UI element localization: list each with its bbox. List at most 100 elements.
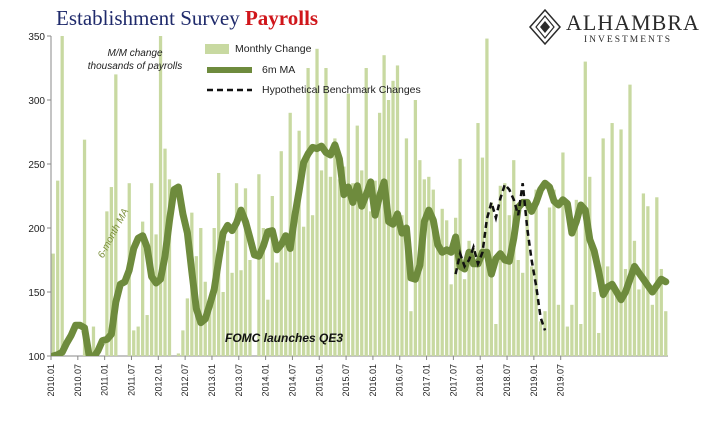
- bar-monthly-change: [266, 299, 270, 356]
- x-tick-label: 2012.07: [180, 364, 190, 397]
- bar-monthly-change: [239, 270, 243, 356]
- bar-monthly-change: [132, 330, 136, 356]
- bar-monthly-change: [351, 183, 355, 356]
- bar-monthly-change: [293, 210, 297, 356]
- bar-monthly-change: [234, 183, 239, 356]
- bar-monthly-change: [628, 84, 632, 356]
- bar-monthly-change: [659, 268, 663, 356]
- bar-monthly-change: [386, 100, 391, 356]
- bar-monthly-change: [445, 220, 449, 356]
- bar-monthly-change: [360, 170, 364, 356]
- bar-monthly-change: [346, 93, 350, 356]
- x-tick-label: 2016.07: [395, 364, 405, 397]
- bar-monthly-change: [248, 260, 252, 356]
- bar-monthly-change: [516, 260, 520, 356]
- bar-monthly-change: [284, 240, 288, 356]
- bar-monthly-change: [494, 324, 498, 356]
- bar-monthly-change: [614, 292, 619, 356]
- bar-monthly-change: [51, 253, 55, 356]
- x-tick-label: 2012.01: [153, 364, 163, 397]
- units-note: M/M change thousands of payrolls: [70, 47, 200, 73]
- x-tick-label: 2019.07: [556, 364, 566, 397]
- bar-monthly-change: [427, 176, 431, 356]
- tick-layer: 100 150 200 250 300 350 2010.01 2010.07 2011.01 2…: [28, 32, 565, 397]
- bar-monthly-change: [337, 179, 342, 356]
- bar-monthly-change: [610, 123, 614, 356]
- bar-monthly-change: [655, 197, 659, 356]
- bar-monthly-change: [279, 151, 283, 356]
- bar-monthly-change: [158, 36, 163, 356]
- title-part2: Payrolls: [244, 6, 319, 30]
- y-tick-label: 150: [28, 288, 45, 299]
- benchmark-layer: [454, 182, 547, 331]
- bar-monthly-change: [556, 304, 561, 356]
- bar-monthly-change: [521, 272, 525, 356]
- series-6m-ma-line: [51, 141, 670, 356]
- x-tick-label: 2018.07: [502, 364, 512, 397]
- bar-monthly-change: [377, 112, 382, 356]
- y-tick-label: 250: [28, 160, 45, 171]
- bar-monthly-change: [543, 311, 547, 356]
- x-tick-label: 2013.01: [207, 364, 217, 397]
- bar-monthly-change: [449, 284, 453, 356]
- bar-monthly-change: [328, 176, 333, 356]
- bar-monthly-change: [355, 125, 359, 356]
- legend-label-monthly: Monthly Change: [235, 43, 312, 55]
- bar-monthly-change: [538, 321, 543, 356]
- bar-monthly-change: [82, 139, 87, 356]
- logo-name: ALHAMBRA: [566, 10, 700, 35]
- bar-monthly-change: [199, 228, 203, 356]
- bar-monthly-change: [324, 68, 328, 356]
- bar-monthly-change: [257, 174, 261, 356]
- bar-monthly-change: [342, 166, 346, 356]
- bar-monthly-change: [565, 326, 570, 356]
- bar-monthly-change: [422, 179, 426, 356]
- legend-label-benchmark: Hypothetical Benchmark Changes: [262, 84, 421, 96]
- bar-monthly-change: [503, 183, 507, 356]
- bar-monthly-change: [176, 353, 181, 356]
- axis-layer: [50, 36, 668, 357]
- x-tick-label: 2017.07: [448, 364, 458, 397]
- bar-monthly-change: [56, 180, 60, 356]
- bar-monthly-change: [109, 187, 113, 356]
- bar-monthly-change: [185, 298, 189, 356]
- bar-monthly-change: [333, 138, 337, 356]
- x-tick-label: 2010.07: [73, 364, 83, 397]
- bar-monthly-change: [261, 228, 266, 356]
- bar-monthly-change: [552, 189, 556, 356]
- bar-monthly-change: [413, 100, 418, 356]
- bar-monthly-change: [91, 326, 96, 356]
- bar-monthly-change: [270, 196, 274, 356]
- x-tick-label: 2017.01: [422, 364, 432, 397]
- bar-monthly-change: [154, 234, 158, 356]
- bar-monthly-change: [601, 138, 605, 356]
- bar-monthly-change: [310, 215, 315, 356]
- bar-monthly-change: [208, 304, 212, 356]
- bar-monthly-change: [462, 279, 467, 356]
- logo-subtitle: INVESTMENTS: [584, 35, 672, 45]
- annotation-qe3: FOMC launches QE3: [225, 331, 344, 345]
- bar-monthly-change: [297, 130, 301, 356]
- series-benchmark-line: [454, 182, 547, 331]
- bar-monthly-change: [181, 330, 185, 356]
- bar-monthly-change: [512, 160, 516, 356]
- bar-monthly-change: [476, 123, 480, 356]
- chart-title: Establishment Survey Payrolls: [56, 6, 318, 31]
- bar-monthly-change: [619, 129, 623, 356]
- bar-monthly-change: [525, 202, 529, 356]
- bar-monthly-change: [319, 170, 324, 356]
- bar-monthly-change: [530, 266, 534, 356]
- bar-monthly-change: [579, 324, 583, 356]
- alhambra-logo: ALHAMBRA INVESTMENTS: [528, 8, 700, 48]
- bar-monthly-change: [623, 268, 628, 356]
- bar-monthly-change: [275, 262, 279, 356]
- bar-monthly-change: [145, 315, 149, 356]
- bar-monthly-change: [453, 217, 458, 356]
- bar-monthly-change: [507, 215, 511, 356]
- bar-monthly-change: [369, 211, 373, 356]
- bar-monthly-change: [301, 226, 306, 356]
- bar-monthly-change: [440, 208, 444, 356]
- bar-monthly-change: [221, 292, 225, 356]
- bar-monthly-change: [436, 240, 440, 356]
